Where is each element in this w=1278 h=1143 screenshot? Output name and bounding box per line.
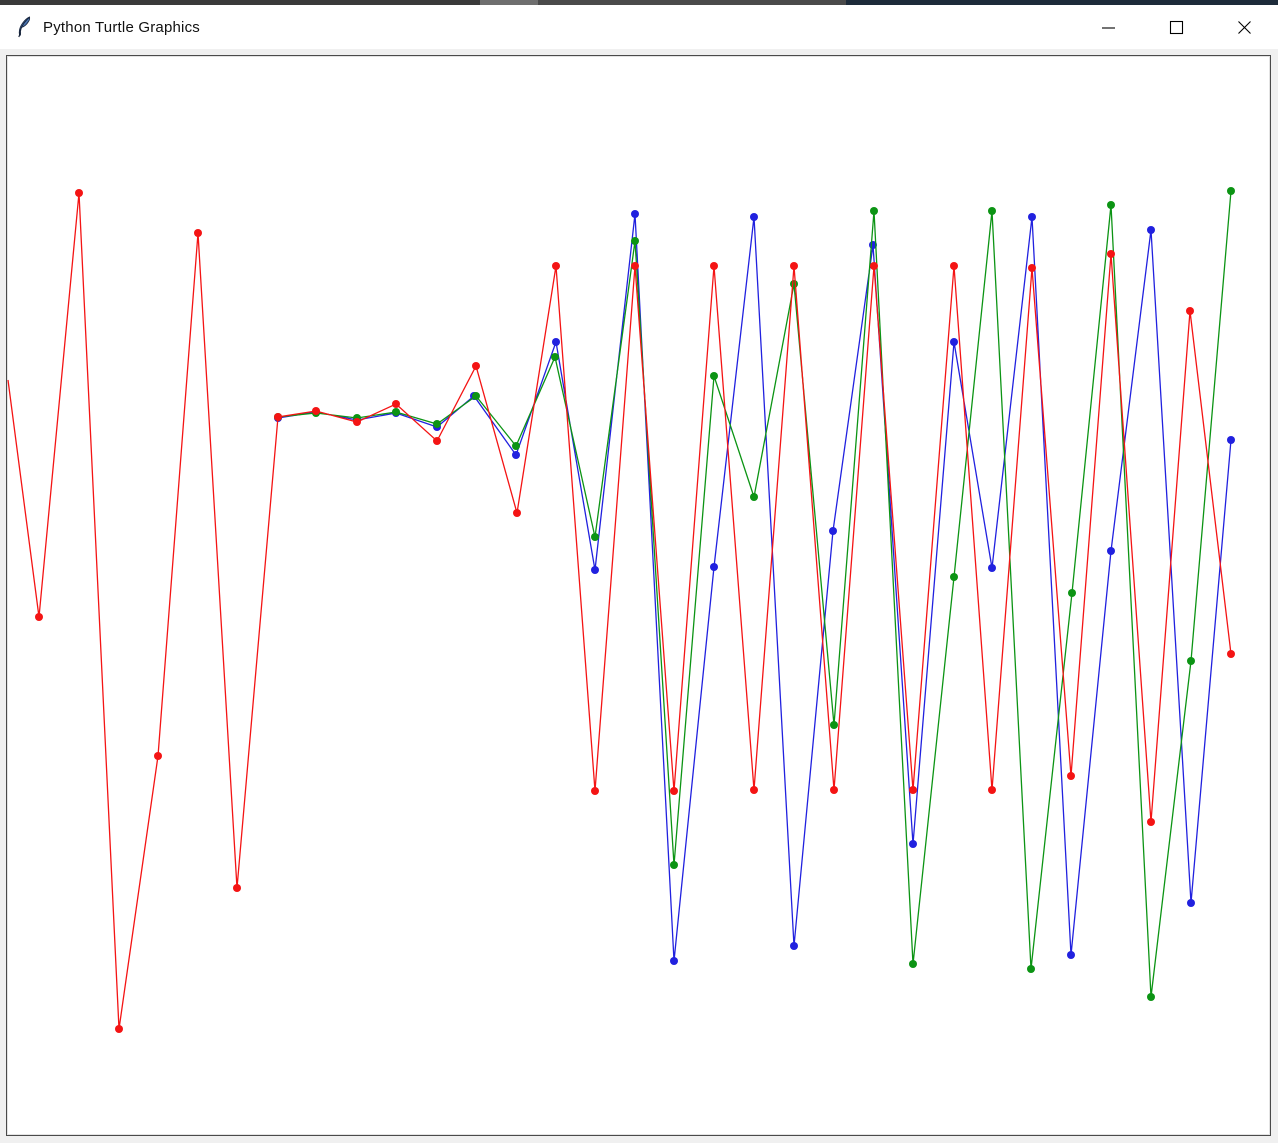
red-series-point xyxy=(513,509,521,517)
red-series-point xyxy=(433,437,441,445)
green-series-point xyxy=(950,573,958,581)
green-series-point xyxy=(870,207,878,215)
red-series-point xyxy=(1028,264,1036,272)
red-series-point xyxy=(154,752,162,760)
green-series-point xyxy=(392,408,400,416)
red-series-point xyxy=(830,786,838,794)
green-series-point xyxy=(710,372,718,380)
red-series-point xyxy=(870,262,878,270)
red-series-point xyxy=(988,786,996,794)
red-series-point xyxy=(670,787,678,795)
green-series-point xyxy=(472,392,480,400)
minimize-button[interactable] xyxy=(1074,5,1142,49)
red-series-point xyxy=(552,262,560,270)
green-series-point xyxy=(790,280,798,288)
red-series-point xyxy=(353,418,361,426)
red-series-point xyxy=(312,407,320,415)
blue-series-point xyxy=(631,210,639,218)
window-controls xyxy=(1074,5,1278,49)
green-series-point xyxy=(1068,589,1076,597)
green-series-point xyxy=(830,721,838,729)
red-series-point xyxy=(115,1025,123,1033)
blue-series-point xyxy=(591,566,599,574)
blue-series-point xyxy=(950,338,958,346)
red-series-point xyxy=(1147,818,1155,826)
blue-series-point xyxy=(1147,226,1155,234)
green-series-point xyxy=(591,533,599,541)
window-title: Python Turtle Graphics xyxy=(43,18,200,36)
blue-series-point xyxy=(750,213,758,221)
blue-series-point xyxy=(829,527,837,535)
green-series-point xyxy=(551,353,559,361)
red-series-point xyxy=(631,262,639,270)
red-series-point xyxy=(1107,250,1115,258)
titlebar: Python Turtle Graphics xyxy=(0,5,1278,49)
red-series-point xyxy=(274,413,282,421)
green-series-point xyxy=(631,237,639,245)
blue-series-point xyxy=(710,563,718,571)
red-series-point xyxy=(750,786,758,794)
red-series-point xyxy=(472,362,480,370)
red-series-point xyxy=(790,262,798,270)
green-series-point xyxy=(909,960,917,968)
red-series-point xyxy=(1067,772,1075,780)
red-series-point xyxy=(392,400,400,408)
blue-series-point xyxy=(909,840,917,848)
line-chart xyxy=(7,187,1235,1033)
blue-series-point xyxy=(988,564,996,572)
background-window-strip-segment xyxy=(0,0,480,5)
tk-feather-icon xyxy=(18,16,31,38)
close-icon xyxy=(1237,20,1251,34)
green-series-point xyxy=(1027,965,1035,973)
green-series-point xyxy=(670,861,678,869)
blue-series-line xyxy=(277,213,1232,962)
green-series-point xyxy=(1187,657,1195,665)
green-series-point xyxy=(433,420,441,428)
background-window-strip-segment xyxy=(846,0,1278,5)
blue-series-point xyxy=(1187,899,1195,907)
blue-series-point xyxy=(512,451,520,459)
red-series-point xyxy=(591,787,599,795)
blue-series-point xyxy=(552,338,560,346)
maximize-icon xyxy=(1169,20,1183,34)
red-series-point xyxy=(1227,650,1235,658)
blue-series-point xyxy=(1067,951,1075,959)
green-series-point xyxy=(1107,201,1115,209)
maximize-button[interactable] xyxy=(1142,5,1210,49)
background-window-strip xyxy=(0,0,1278,5)
green-series-point xyxy=(1227,187,1235,195)
green-series-line xyxy=(277,190,1232,998)
blue-series-point xyxy=(790,942,798,950)
red-series-point xyxy=(710,262,718,270)
red-series-point xyxy=(75,189,83,197)
red-series-point xyxy=(909,786,917,794)
green-series-point xyxy=(988,207,996,215)
turtle-canvas xyxy=(6,55,1271,1136)
green-series-point xyxy=(1147,993,1155,1001)
red-series-point xyxy=(35,613,43,621)
blue-series-point xyxy=(1227,436,1235,444)
blue-series-point xyxy=(670,957,678,965)
green-series-point xyxy=(750,493,758,501)
red-series-point xyxy=(950,262,958,270)
blue-series-point xyxy=(1028,213,1036,221)
blue-series-point xyxy=(1107,547,1115,555)
red-series-point xyxy=(194,229,202,237)
background-window-strip-segment xyxy=(538,0,846,5)
minimize-icon xyxy=(1101,26,1115,29)
red-series-point xyxy=(1186,307,1194,315)
red-series-point xyxy=(233,884,241,892)
red-series-line xyxy=(7,192,1232,1030)
background-window-strip-segment xyxy=(480,0,538,5)
close-button[interactable] xyxy=(1210,5,1278,49)
green-series-point xyxy=(512,442,520,450)
